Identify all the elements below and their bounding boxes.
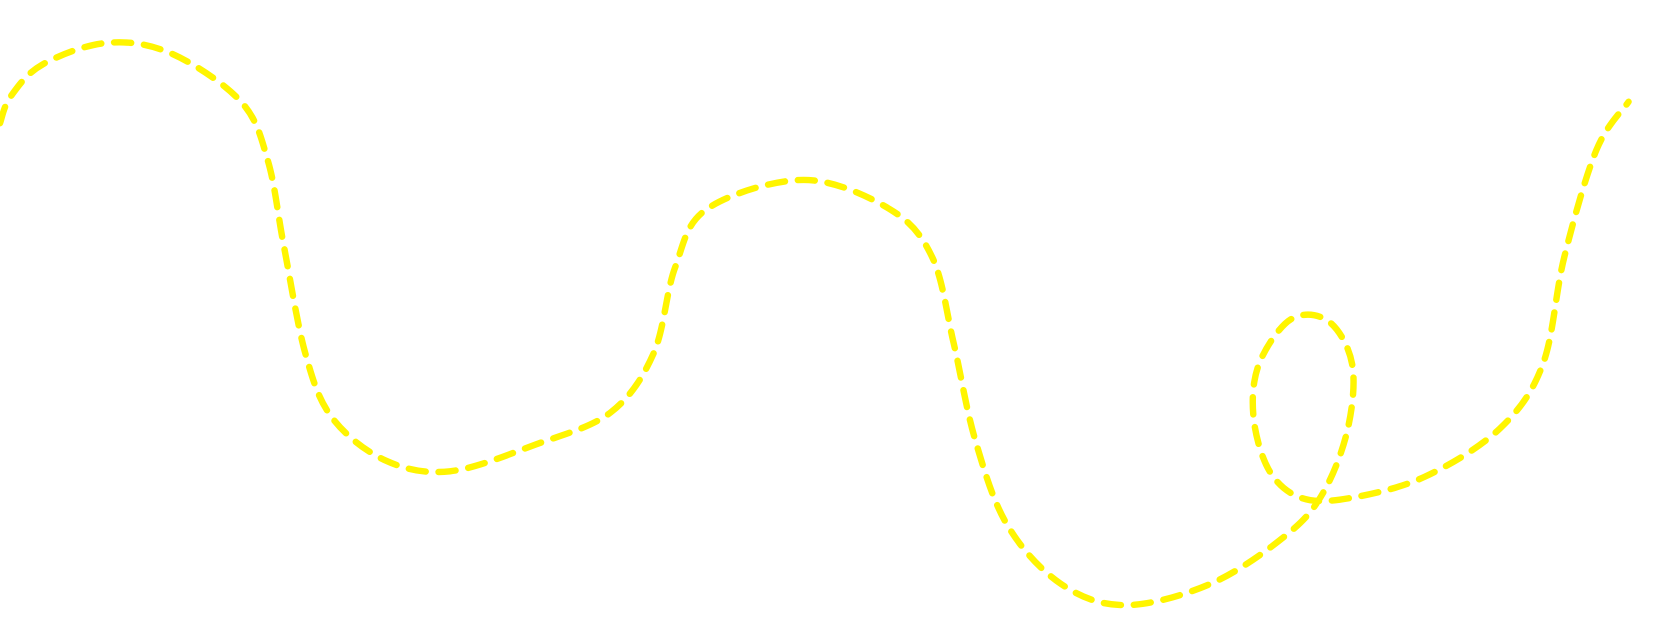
dashed-curve — [0, 39, 1632, 609]
